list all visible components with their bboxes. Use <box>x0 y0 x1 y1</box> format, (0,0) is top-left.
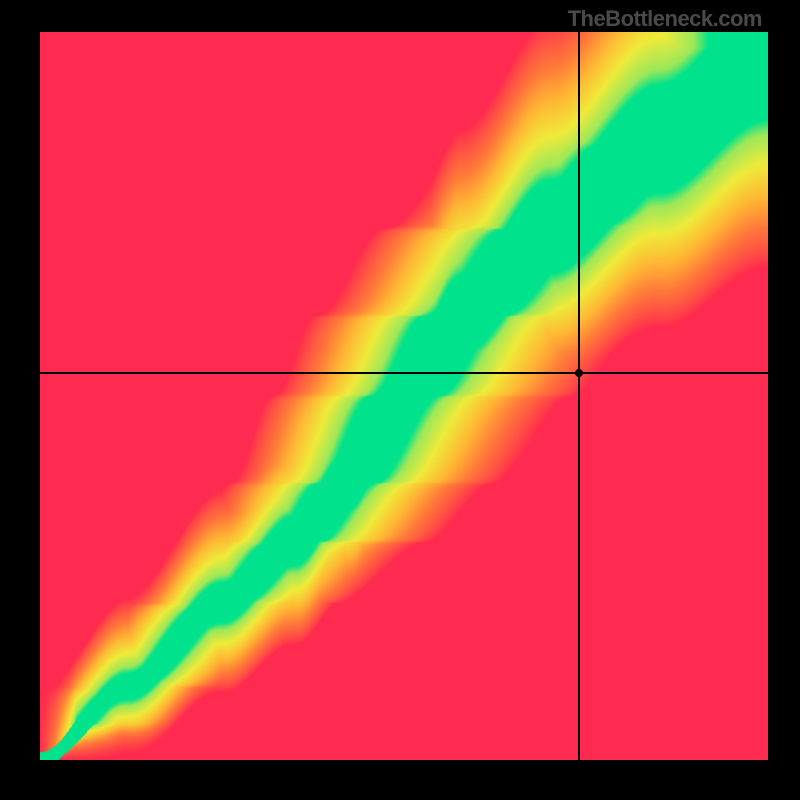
heatmap-canvas <box>40 32 768 760</box>
watermark-text: TheBottleneck.com <box>568 6 762 32</box>
crosshair-horizontal <box>40 372 768 374</box>
bottleneck-heatmap-chart: TheBottleneck.com <box>0 0 800 800</box>
marker-dot <box>575 369 583 377</box>
plot-area <box>40 32 768 760</box>
crosshair-vertical <box>578 32 580 760</box>
